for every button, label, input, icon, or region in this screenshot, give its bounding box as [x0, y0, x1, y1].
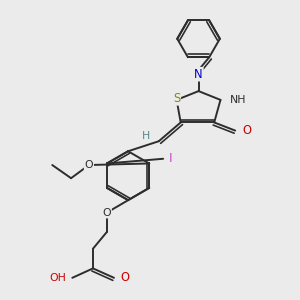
Text: OH: OH [50, 273, 67, 283]
Text: O: O [85, 160, 93, 170]
Text: O: O [120, 271, 129, 284]
Text: S: S [173, 92, 180, 105]
Text: I: I [169, 152, 172, 165]
Text: H: H [142, 130, 150, 141]
Text: O: O [103, 208, 111, 218]
Text: NH: NH [230, 95, 246, 105]
Text: O: O [242, 124, 251, 137]
Text: N: N [194, 68, 203, 81]
